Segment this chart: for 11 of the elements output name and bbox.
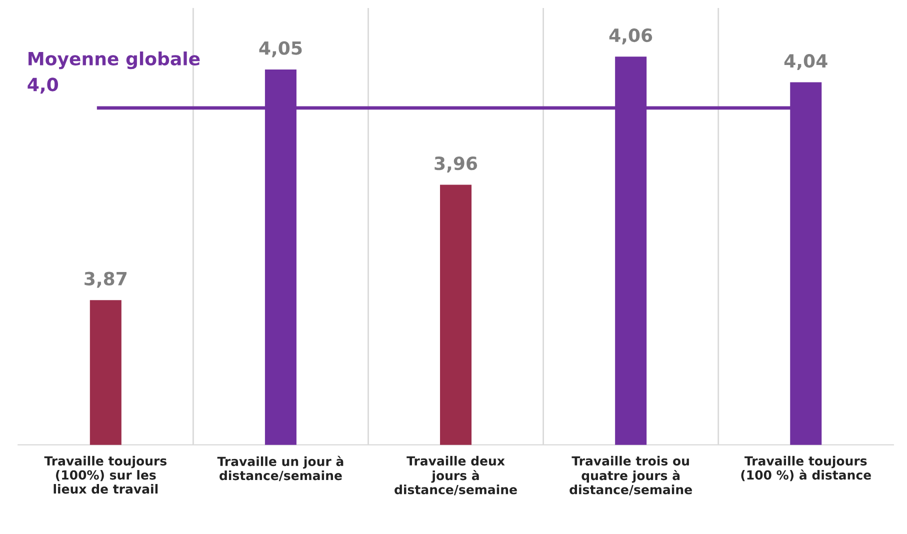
x-tick-label: Travaille toujours (100 %) à distance bbox=[741, 456, 871, 482]
x-tick-label: Travaille toujours (100%) sur les lieux de travail bbox=[44, 456, 166, 494]
x-tick-label: Travaille un jour à distance/semaine bbox=[217, 456, 344, 482]
x-tick-label: Travaille deux jours à distance/semaine bbox=[394, 456, 517, 496]
ref-line-label: Moyenne globale 4,0 bbox=[28, 52, 200, 94]
data-label: 3,87 bbox=[84, 272, 127, 288]
data-label: 4,05 bbox=[259, 41, 302, 58]
x-tick-label: Travaille trois ou quatre jours à distance/semaine bbox=[570, 456, 692, 496]
data-label: 4,06 bbox=[609, 28, 652, 44]
data-label: 4,04 bbox=[784, 54, 828, 70]
data-label: 3,96 bbox=[434, 156, 478, 172]
